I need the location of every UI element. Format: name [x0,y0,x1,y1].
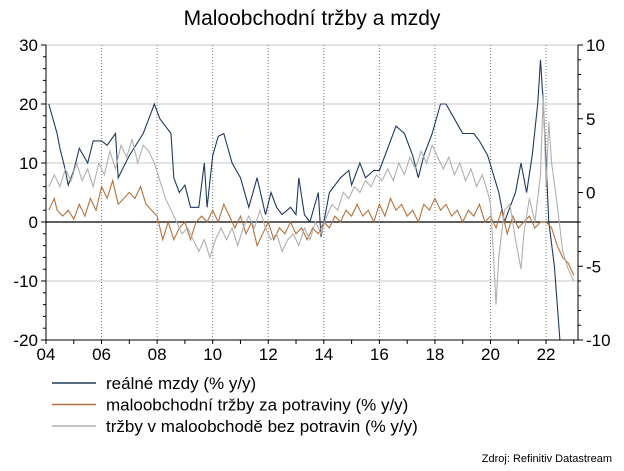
left-tick-label: 20 [19,95,38,114]
left-axis-ticks: 30 20 10 0 -10 -20 [13,36,46,350]
grid [46,44,578,341]
legend-label-1: reálné mzdy (% y/y) [106,374,256,393]
left-tick-label: 10 [19,154,38,173]
x-tick-label: 08 [148,345,167,364]
source-note: Zdroj: Refinitiv Datastream [482,453,612,465]
series-line-1 [48,59,566,341]
x-tick-label: 04 [37,345,56,364]
right-tick-label: -10 [586,331,611,350]
right-tick-label: 5 [586,110,595,129]
x-tick-label: 12 [259,345,278,364]
right-tick-label: -5 [586,257,601,276]
legend-label-2: maloobchodní tržby za potraviny (% y/y) [106,396,408,415]
series-line-2 [48,178,575,276]
x-tick-label: 10 [203,345,222,364]
x-tick-label: 16 [370,345,389,364]
right-tick-label: 0 [586,184,595,203]
chart-title: Maloobchodní tržby a mzdy [184,7,441,30]
series-layer [48,59,575,341]
left-tick-label: 0 [29,213,38,232]
right-axis-ticks: 10 5 0 -5 -10 [578,36,611,350]
x-axis-ticks: 04 06 08 10 12 14 16 18 20 22 [37,340,575,364]
legend: reálné mzdy (% y/y) maloobchodní tržby za… [52,374,418,436]
left-tick-label: 30 [19,36,38,55]
series-line-3 [48,92,575,305]
x-tick-label: 06 [92,345,111,364]
x-tick-label: 14 [314,345,333,364]
right-tick-label: 10 [586,36,605,55]
left-tick-label: -10 [13,272,38,291]
x-tick-label: 20 [481,345,500,364]
left-tick-label: -20 [13,331,38,350]
x-tick-label: 22 [537,345,556,364]
axes [45,45,579,341]
legend-label-3: tržby v maloobchodě bez potravin (% y/y) [106,417,418,436]
x-tick-label: 18 [425,345,444,364]
